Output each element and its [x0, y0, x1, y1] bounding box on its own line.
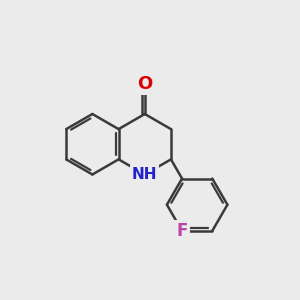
- Text: O: O: [137, 75, 152, 93]
- Text: NH: NH: [132, 167, 158, 182]
- Text: F: F: [176, 222, 188, 240]
